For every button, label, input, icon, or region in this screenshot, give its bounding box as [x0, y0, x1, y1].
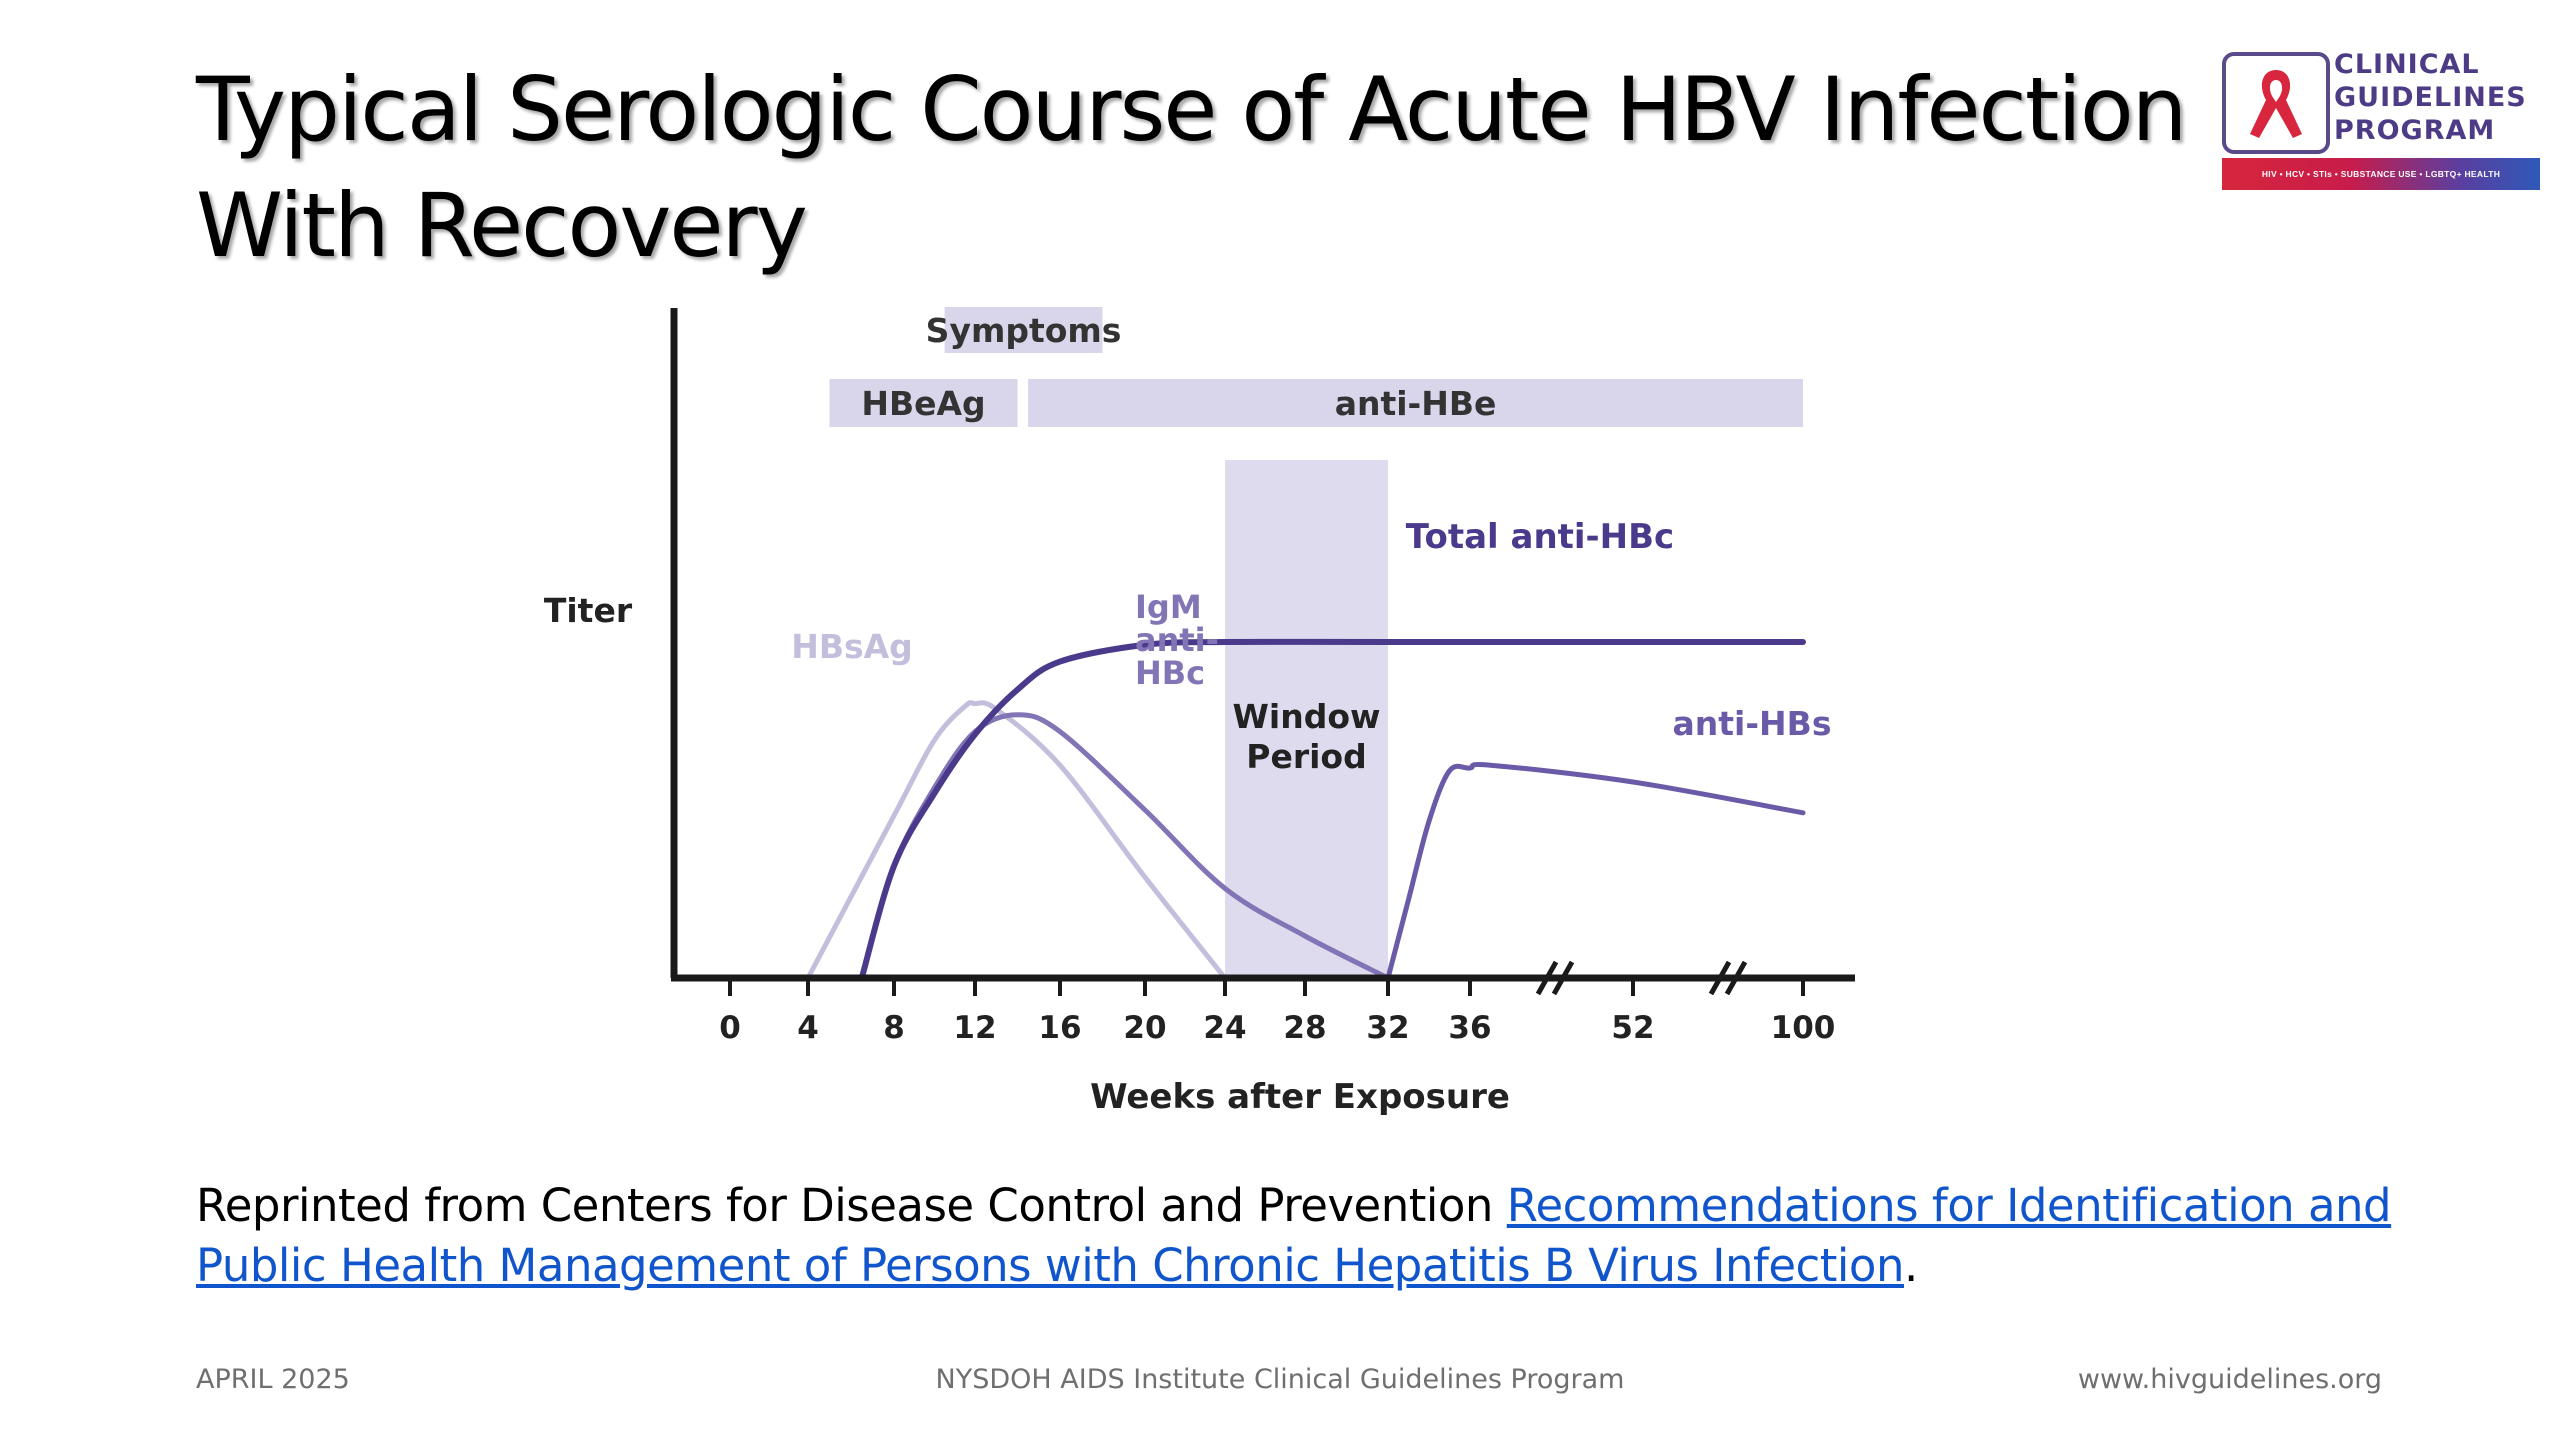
- series-label-anti-hbs: anti-HBs: [1673, 704, 1832, 743]
- caption-suffix: .: [1903, 1239, 1918, 1292]
- x-tick-label: 28: [1283, 1010, 1326, 1046]
- x-tick-label: 8: [883, 1010, 905, 1046]
- footer-program: NYSDOH AIDS Institute Clinical Guideline…: [935, 1364, 1625, 1395]
- band-label: HBeAg: [861, 384, 985, 423]
- series-label-igm-anti-hbc: IgM: [1135, 588, 1202, 626]
- window-period-label: Window: [1233, 697, 1381, 736]
- band-layer: Symptoms HBeAg anti-HBe: [829, 307, 1803, 427]
- cdc-recommendations-link[interactable]: Recommendations for Identification and P…: [196, 1179, 2392, 1292]
- x-tick-label: 24: [1203, 1010, 1246, 1046]
- slide-title-line-2: With Recovery: [196, 174, 808, 277]
- logo-emblem: [2222, 52, 2330, 154]
- axis-layer: 0 4 8 12 16 20 24 28 32 36 52 100 Titer Weeks after E…: [544, 308, 1855, 1117]
- band-hbeag: [829, 379, 1018, 427]
- source-caption: Reprinted from Centers for Disease Contr…: [196, 1176, 2456, 1296]
- axis-break-mark: [1708, 960, 1732, 996]
- series-label-igm-anti-hbc: anti-: [1135, 621, 1219, 659]
- slide-title-line-1: Typical Serologic Course of Acute HBV In…: [196, 58, 2187, 161]
- series-total-anti-hbc: [858, 638, 1806, 981]
- slide-title: Typical Serologic Course of Acute HBV In…: [196, 52, 2196, 284]
- series-layer: [805, 638, 1806, 981]
- logo-line-1: CLINICAL: [2334, 49, 2480, 80]
- x-tick-label: 100: [1771, 1010, 1836, 1046]
- red-ribbon-icon: [2250, 70, 2302, 138]
- y-axis-title: Titer: [544, 591, 633, 630]
- series-label-igm-anti-hbc: HBc: [1135, 654, 1205, 692]
- x-tick-label: 16: [1038, 1010, 1081, 1046]
- logo-line-2: GUIDELINES: [2334, 82, 2527, 113]
- axis-break-mark: [1724, 960, 1748, 996]
- band-anti-hbe: [1028, 379, 1803, 427]
- band-label: anti-HBe: [1335, 384, 1497, 423]
- footer-url: www.hivguidelines.org: [2077, 1364, 2382, 1395]
- x-tick-label: 36: [1448, 1010, 1491, 1046]
- window-period-region: [1225, 460, 1388, 978]
- x-axis-title: Weeks after Exposure: [1090, 1077, 1510, 1117]
- logo-line-3: PROGRAM: [2334, 115, 2496, 146]
- series-label-total-anti-hbc: Total anti-HBc: [1406, 517, 1674, 557]
- logo-wordmark: CLINICAL GUIDELINES PROGRAM: [2334, 48, 2527, 147]
- series-hbsag: [805, 700, 1228, 981]
- band-symptoms: [944, 307, 1103, 353]
- axis-break-mark: [1551, 960, 1575, 996]
- footer-date: APRIL 2025: [196, 1364, 350, 1395]
- series-anti-hbs: [1385, 762, 1806, 981]
- band-label: Symptoms: [926, 311, 1122, 350]
- x-tick-label: 4: [797, 1010, 819, 1046]
- x-tick-label: 20: [1123, 1010, 1166, 1046]
- window-period-label: Period: [1246, 737, 1366, 776]
- logo-tagline: HIV • HCV • STIs • SUBSTANCE USE • LGBTQ…: [2222, 158, 2540, 190]
- x-tick-label: 0: [719, 1010, 741, 1046]
- caption-prefix: Reprinted from Centers for Disease Contr…: [196, 1179, 1507, 1232]
- series-label-hbsag: HBsAg: [791, 627, 913, 666]
- x-tick-label: 32: [1366, 1010, 1409, 1046]
- x-tick-label: 52: [1611, 1010, 1654, 1046]
- axis-break-mark: [1535, 960, 1559, 996]
- clinical-guidelines-logo: CLINICAL GUIDELINES PROGRAM HIV • HCV • …: [2222, 48, 2542, 190]
- x-tick-label: 12: [953, 1010, 996, 1046]
